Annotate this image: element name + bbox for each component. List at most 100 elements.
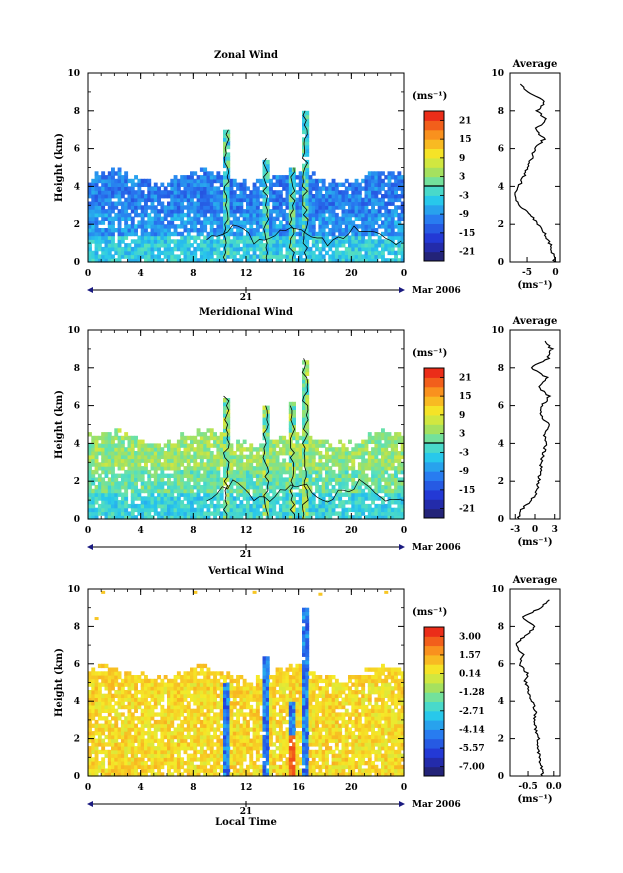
heatmap-cell bbox=[94, 175, 99, 180]
heatmap-cell bbox=[124, 753, 129, 758]
heatmap-cell bbox=[275, 231, 280, 237]
heatmap-cell bbox=[213, 246, 217, 252]
heatmap-cell bbox=[341, 190, 346, 195]
heatmap-cell bbox=[101, 175, 106, 180]
heatmap-cell bbox=[381, 246, 385, 252]
heatmap-cell bbox=[400, 485, 405, 490]
heatmap-cell bbox=[390, 481, 395, 486]
heatmap-cell bbox=[213, 231, 217, 237]
heatmap-cell bbox=[292, 485, 296, 490]
heatmap-cell bbox=[341, 447, 346, 452]
heatmap-cell bbox=[97, 243, 102, 248]
heatmap-cell bbox=[371, 473, 375, 478]
heatmap-cell bbox=[223, 171, 227, 176]
heatmap-cell bbox=[252, 182, 257, 187]
heatmap-cell bbox=[292, 507, 296, 513]
heatmap-cell bbox=[367, 246, 372, 252]
heatmap-cell bbox=[282, 503, 287, 509]
heatmap-cell bbox=[186, 712, 191, 717]
heatmap-cell bbox=[223, 216, 227, 221]
heatmap-cell bbox=[180, 675, 185, 680]
heatmap-cell bbox=[269, 216, 273, 221]
heatmap-cell bbox=[193, 515, 198, 520]
heatmap-cell bbox=[265, 235, 270, 240]
heatmap-cell bbox=[371, 481, 375, 486]
profile-y-tick-label: 2 bbox=[498, 220, 504, 230]
heatmap-cell bbox=[223, 175, 227, 180]
heatmap-cell bbox=[209, 212, 214, 218]
heatmap-cell bbox=[186, 212, 191, 218]
heatmap-cell bbox=[400, 503, 405, 509]
heatmap-cell bbox=[124, 469, 129, 475]
heatmap-cell bbox=[199, 496, 204, 501]
heatmap-cell bbox=[288, 254, 293, 259]
heatmap-cell bbox=[144, 507, 148, 513]
heatmap-cell bbox=[338, 451, 343, 456]
heatmap-cell bbox=[117, 503, 122, 509]
heatmap-cell bbox=[348, 250, 352, 256]
heatmap-cell bbox=[384, 201, 389, 206]
colorbar-band bbox=[424, 176, 444, 187]
heatmap-cell bbox=[344, 178, 349, 184]
heatmap-cell bbox=[153, 231, 158, 237]
heatmap-cell bbox=[278, 235, 283, 240]
heatmap-cell bbox=[111, 723, 115, 728]
heatmap-cell bbox=[272, 197, 277, 203]
heatmap-cell bbox=[180, 678, 185, 684]
heatmap-cell bbox=[239, 503, 244, 509]
heatmap-cell bbox=[387, 231, 392, 237]
heatmap-cell bbox=[318, 216, 323, 221]
heatmap-cell bbox=[97, 197, 102, 203]
heatmap-cell bbox=[344, 481, 349, 486]
heatmap-cell bbox=[183, 693, 188, 698]
heatmap-cell bbox=[111, 239, 115, 244]
heatmap-cell bbox=[104, 701, 109, 706]
heatmap-cell bbox=[341, 201, 346, 206]
heatmap-cell bbox=[94, 704, 99, 710]
heatmap-cell bbox=[246, 469, 250, 475]
heatmap-cell bbox=[246, 454, 250, 460]
heatmap-cell bbox=[311, 466, 316, 471]
heatmap-cell bbox=[150, 481, 155, 486]
heatmap-cell bbox=[111, 492, 115, 497]
heatmap-cell bbox=[173, 209, 178, 214]
heatmap-cell bbox=[381, 432, 385, 437]
heatmap-cell bbox=[275, 515, 280, 520]
heatmap-cell bbox=[328, 492, 333, 497]
heatmap-cell bbox=[88, 462, 92, 467]
heatmap-cell bbox=[318, 220, 323, 225]
heatmap-cell bbox=[130, 500, 135, 505]
heatmap-cell bbox=[239, 224, 244, 229]
heatmap-cell bbox=[130, 443, 135, 448]
heatmap-cell bbox=[226, 496, 231, 501]
heatmap-cell bbox=[394, 473, 398, 478]
heatmap-cell bbox=[311, 228, 316, 233]
heatmap-cell bbox=[357, 515, 362, 520]
heatmap-cell bbox=[265, 228, 270, 233]
heatmap-cell bbox=[170, 764, 175, 770]
heatmap-cell bbox=[190, 515, 194, 520]
heatmap-cell bbox=[117, 186, 122, 191]
heatmap-cell bbox=[216, 462, 221, 467]
heatmap-cell bbox=[232, 182, 237, 187]
heatmap-cell bbox=[91, 716, 96, 721]
heatmap-cell bbox=[334, 481, 339, 486]
heatmap-cell bbox=[150, 458, 155, 463]
heatmap-cell bbox=[255, 220, 260, 225]
heatmap-cell bbox=[331, 500, 336, 505]
heatmap-cell bbox=[374, 228, 379, 233]
heatmap-cell bbox=[361, 258, 366, 263]
heatmap-cell bbox=[361, 439, 366, 444]
heatmap-cell bbox=[120, 727, 125, 732]
heatmap-cell bbox=[344, 466, 349, 471]
heatmap-cell bbox=[384, 239, 389, 244]
heatmap-cell bbox=[272, 458, 277, 463]
heatmap-cell bbox=[387, 500, 392, 505]
heatmap-cell bbox=[239, 466, 244, 471]
heatmap-cell bbox=[252, 243, 257, 248]
heatmap-cell bbox=[117, 231, 122, 237]
heatmap-cell bbox=[288, 462, 293, 467]
heatmap-cell bbox=[285, 246, 290, 252]
heatmap-cell bbox=[390, 462, 395, 467]
heatmap-cell bbox=[190, 682, 194, 687]
